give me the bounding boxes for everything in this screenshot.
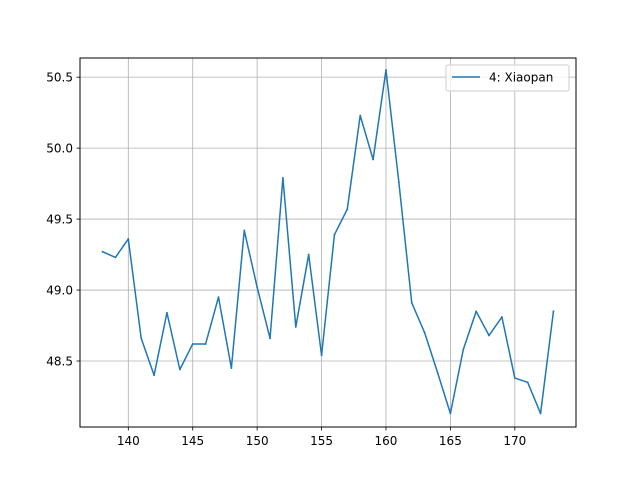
- data-point: [372, 158, 374, 161]
- data-point: [217, 296, 220, 299]
- data-point: [475, 310, 478, 313]
- data-point: [282, 177, 284, 179]
- data-point: [307, 253, 310, 256]
- x-tick-label: 140: [117, 434, 140, 448]
- data-point: [230, 367, 233, 370]
- axis-ticks: 140 145 150 155 160 165 170 48.5 49.0 49.5 50.0 50.…: [46, 71, 526, 448]
- data-point: [191, 343, 194, 345]
- x-tick-label: 150: [246, 434, 269, 448]
- data-point: [359, 114, 362, 117]
- data-point: [410, 301, 413, 304]
- y-tick-label: 50.5: [46, 71, 73, 85]
- data-point: [114, 256, 117, 259]
- y-tick-label: 49.5: [46, 213, 73, 227]
- x-tick-label: 165: [439, 434, 462, 448]
- data-point: [539, 412, 542, 415]
- data-point: [294, 326, 297, 328]
- data-point: [488, 334, 490, 337]
- data-point: [204, 343, 207, 345]
- data-point: [333, 233, 336, 236]
- data-point: [436, 371, 439, 374]
- series-line: [101, 69, 555, 415]
- data-point: [166, 311, 168, 314]
- series-layer: [101, 69, 555, 415]
- data-point: [346, 208, 349, 211]
- y-tick-label: 50.0: [46, 142, 73, 156]
- data-point: [385, 69, 387, 71]
- data-point: [243, 229, 246, 232]
- data-point: [153, 374, 155, 377]
- data-point: [178, 368, 181, 371]
- x-tick-label: 145: [181, 434, 204, 448]
- plot-area-frame: [79, 57, 577, 428]
- data-point: [127, 238, 130, 240]
- data-point: [423, 331, 426, 334]
- legend-box: [445, 64, 570, 92]
- data-point: [513, 377, 516, 379]
- data-point: [501, 316, 503, 318]
- data-point: [462, 348, 465, 351]
- x-tick-label: 170: [503, 434, 526, 448]
- y-tick-label: 49.0: [46, 284, 73, 298]
- x-tick-label: 160: [375, 434, 398, 448]
- data-point: [101, 250, 104, 253]
- data-point: [526, 381, 529, 384]
- data-point: [320, 354, 323, 357]
- data-point: [449, 412, 452, 415]
- legend-label: 4: Xiaopan: [489, 71, 553, 85]
- y-tick-label: 48.5: [46, 355, 73, 369]
- data-point: [552, 310, 555, 313]
- data-point: [397, 181, 400, 184]
- data-point: [140, 337, 143, 340]
- grid-lines: [80, 58, 576, 427]
- x-tick-label: 155: [310, 434, 333, 448]
- legend: 4: Xiaopan: [445, 64, 570, 92]
- data-point: [256, 286, 259, 289]
- data-point: [269, 337, 271, 340]
